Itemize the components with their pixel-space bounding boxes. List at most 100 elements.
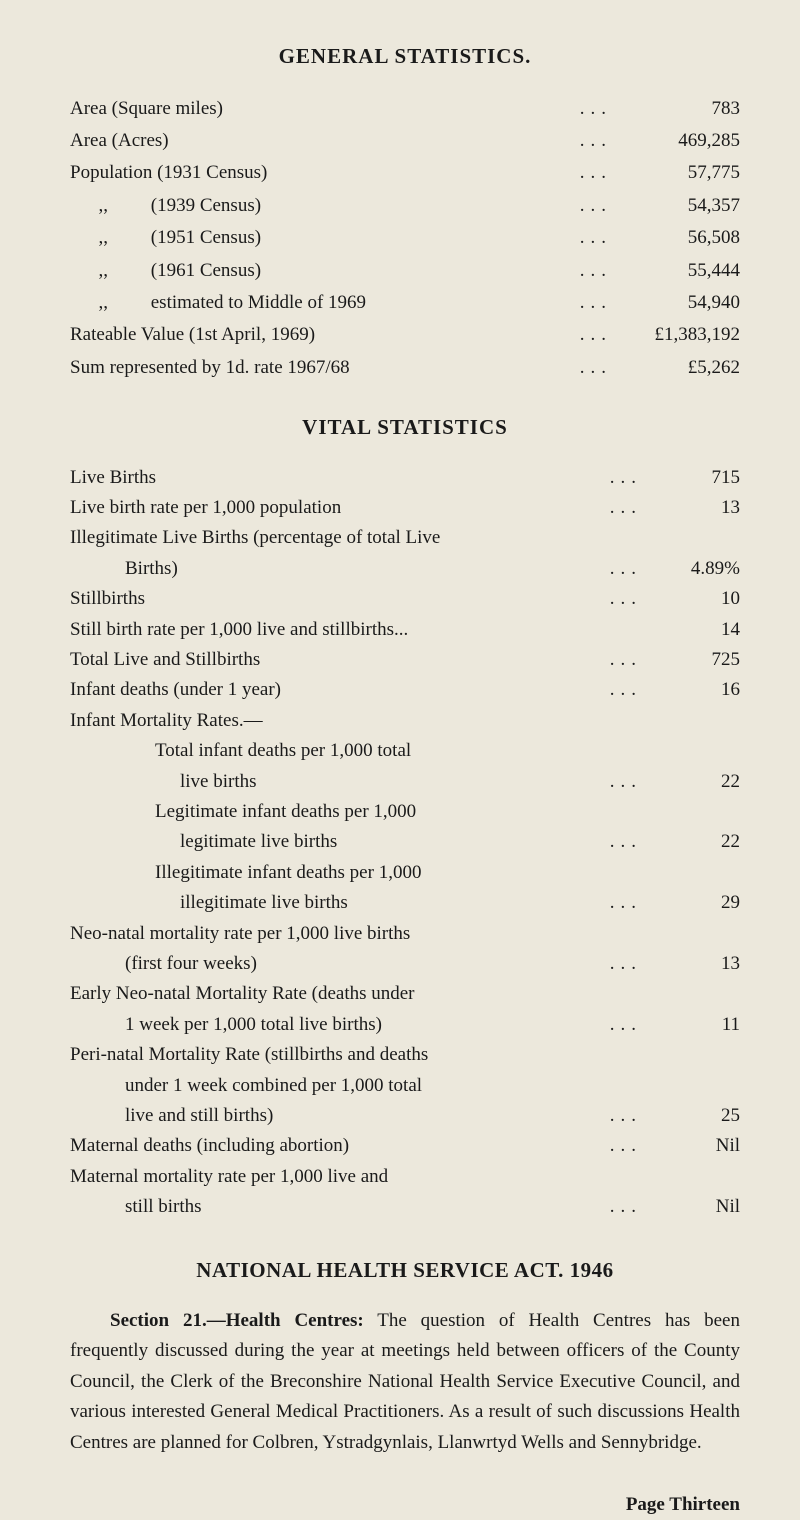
vital-row: Peri-natal Mortality Rate (stillbirths a… — [70, 1040, 740, 1070]
vital-row: Early Neo-natal Mortality Rate (deaths u… — [70, 979, 740, 1009]
stat-value: 56,508 — [630, 223, 740, 253]
vital-value: 10 — [660, 584, 740, 614]
stat-dots: ... — [610, 493, 642, 523]
page-footer: Page Thirteen — [70, 1490, 740, 1520]
vital-row: Total Live and Stillbirths ... 725 — [70, 645, 740, 675]
vital-value: 22 — [660, 827, 740, 857]
stat-label: ,, estimated to Middle of 1969 — [70, 288, 580, 318]
stat-label: ,, (1939 Census) — [70, 191, 580, 221]
vital-label: Still birth rate per 1,000 live and stil… — [70, 615, 660, 645]
vital-label: Maternal deaths (including abortion) — [70, 1131, 610, 1161]
stat-value: 469,285 — [630, 126, 740, 156]
vital-label: Live Births — [70, 463, 610, 493]
stat-value: 783 — [630, 94, 740, 124]
vital-row: illegitimate live births ... 29 — [70, 888, 740, 918]
vital-label: Neo-natal mortality rate per 1,000 live … — [70, 919, 660, 949]
vital-label: Infant deaths (under 1 year) — [70, 675, 610, 705]
stat-row: ,, estimated to Middle of 1969 ... 54,94… — [70, 288, 740, 318]
stat-label: Area (Acres) — [70, 126, 580, 156]
section-title-national: NATIONAL HEALTH SERVICE ACT. 1946 — [70, 1254, 740, 1288]
stat-row: Area (Acres) ... 469,285 — [70, 126, 740, 156]
vital-row: live births ... 22 — [70, 767, 740, 797]
general-stats-table: Area (Square miles) ... 783 Area (Acres)… — [70, 94, 740, 384]
stat-value: £1,383,192 — [630, 320, 740, 350]
stat-dots: ... — [610, 554, 642, 584]
vital-label: Births) — [70, 554, 610, 584]
stat-row: Population (1931 Census) ... 57,775 — [70, 158, 740, 188]
stat-label: ,, (1951 Census) — [70, 223, 580, 253]
stat-dots: ... — [610, 767, 642, 797]
vital-label: illegitimate live births — [70, 888, 610, 918]
vital-value: 13 — [660, 493, 740, 523]
vital-row: live and still births) ... 25 — [70, 1101, 740, 1131]
stat-dots: ... — [610, 827, 642, 857]
stat-row: Sum represented by 1d. rate 1967/68 ... … — [70, 353, 740, 383]
vital-value: 725 — [660, 645, 740, 675]
vital-label: Illegitimate Live Births (percentage of … — [70, 523, 660, 553]
vital-value: 14 — [660, 615, 740, 645]
vital-label: legitimate live births — [70, 827, 610, 857]
vital-value: 16 — [660, 675, 740, 705]
stat-dots: ... — [580, 223, 612, 253]
vital-label: Stillbirths — [70, 584, 610, 614]
stat-dots: ... — [610, 1010, 642, 1040]
vital-row: Live birth rate per 1,000 population ...… — [70, 493, 740, 523]
stat-label: Sum represented by 1d. rate 1967/68 — [70, 353, 580, 383]
vital-row: Total infant deaths per 1,000 total — [70, 736, 740, 766]
stat-dots: ... — [610, 1192, 642, 1222]
stat-dots: ... — [580, 288, 612, 318]
stat-label: Rateable Value (1st April, 1969) — [70, 320, 580, 350]
stat-value: 55,444 — [630, 256, 740, 286]
vital-label: Peri-natal Mortality Rate (stillbirths a… — [70, 1040, 660, 1070]
vital-row: Maternal mortality rate per 1,000 live a… — [70, 1162, 740, 1192]
vital-row: Illegitimate infant deaths per 1,000 — [70, 858, 740, 888]
stat-row: Area (Square miles) ... 783 — [70, 94, 740, 124]
vital-row: still births ... Nil — [70, 1192, 740, 1222]
vital-row: Still birth rate per 1,000 live and stil… — [70, 615, 740, 645]
vital-row: under 1 week combined per 1,000 total — [70, 1071, 740, 1101]
stat-row: ,, (1961 Census) ... 55,444 — [70, 256, 740, 286]
section-title-vital: VITAL STATISTICS — [70, 411, 740, 445]
stat-label: ,, (1961 Census) — [70, 256, 580, 286]
section-title-general: GENERAL STATISTICS. — [70, 40, 740, 74]
vital-label: under 1 week combined per 1,000 total — [70, 1071, 660, 1101]
vital-row: Births) ... 4.89% — [70, 554, 740, 584]
vital-label: Maternal mortality rate per 1,000 live a… — [70, 1162, 660, 1192]
vital-label: Total Live and Stillbirths — [70, 645, 610, 675]
stat-row: Rateable Value (1st April, 1969) ... £1,… — [70, 320, 740, 350]
vital-label: Infant Mortality Rates.— — [70, 706, 660, 736]
vital-row: Illegitimate Live Births (percentage of … — [70, 523, 740, 553]
stat-dots: ... — [610, 675, 642, 705]
vital-value: 715 — [660, 463, 740, 493]
stat-dots: ... — [580, 191, 612, 221]
stat-dots: ... — [580, 158, 612, 188]
stat-dots: ... — [610, 949, 642, 979]
vital-value: Nil — [660, 1131, 740, 1161]
stat-label: Area (Square miles) — [70, 94, 580, 124]
stat-dots: ... — [610, 584, 642, 614]
vital-value: 4.89% — [660, 554, 740, 584]
vital-value: 29 — [660, 888, 740, 918]
vital-label: live births — [70, 767, 610, 797]
stat-dots: ... — [610, 463, 642, 493]
stat-dots: ... — [580, 126, 612, 156]
vital-value: 22 — [660, 767, 740, 797]
vital-label: Total infant deaths per 1,000 total — [70, 736, 660, 766]
vital-row: Infant deaths (under 1 year) ... 16 — [70, 675, 740, 705]
vital-row: 1 week per 1,000 total live births) ... … — [70, 1010, 740, 1040]
stat-value: 57,775 — [630, 158, 740, 188]
vital-label: Early Neo-natal Mortality Rate (deaths u… — [70, 979, 660, 1009]
vital-label: Illegitimate infant deaths per 1,000 — [70, 858, 660, 888]
stat-value: £5,262 — [630, 353, 740, 383]
para-body: The question of Health Centres has been … — [70, 1310, 740, 1453]
vital-stats-table: Live Births ... 715 Live birth rate per … — [70, 463, 740, 1223]
stat-dots: ... — [610, 645, 642, 675]
vital-value: Nil — [660, 1192, 740, 1222]
vital-value: 13 — [660, 949, 740, 979]
vital-row: Neo-natal mortality rate per 1,000 live … — [70, 919, 740, 949]
vital-row: (first four weeks) ... 13 — [70, 949, 740, 979]
stat-dots: ... — [580, 256, 612, 286]
stat-row: ,, (1939 Census) ... 54,357 — [70, 191, 740, 221]
body-paragraph: Section 21.—Health Centres: The question… — [70, 1306, 740, 1458]
stat-row: ,, (1951 Census) ... 56,508 — [70, 223, 740, 253]
